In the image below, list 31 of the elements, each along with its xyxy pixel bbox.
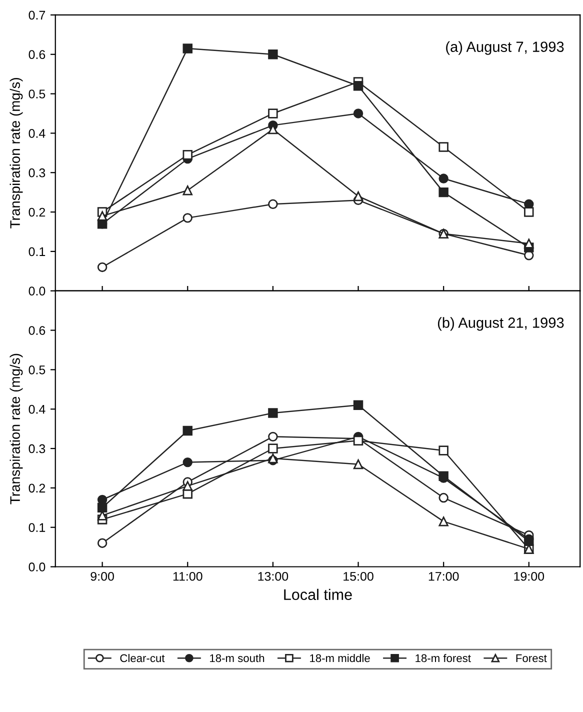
y-tick-label: 0.4	[28, 128, 46, 138]
y-tick-label: 0.1	[28, 523, 46, 532]
legend-label: 18-m forest	[416, 654, 471, 662]
legend-label: Clear-cut	[120, 654, 165, 662]
y-axis-title: Transpiration rate (mg/s)	[10, 78, 23, 228]
x-axis-title: Local time	[284, 588, 352, 600]
y-tick-label: 0.2	[28, 208, 46, 217]
x-tick-label: 9:00	[90, 572, 114, 581]
legend-label: 18-m middle	[310, 654, 370, 662]
y-tick-label: 0.0	[28, 562, 46, 572]
legend-label: Forest	[516, 654, 547, 662]
legend-label: 18-m south	[210, 654, 264, 662]
annotation: (a) August 7, 1993	[446, 41, 564, 55]
y-tick-label: 0.0	[28, 286, 46, 296]
y-axis-title: Transpiration rate (mg/s)	[10, 354, 23, 504]
y-tick-label: 0.5	[28, 365, 46, 374]
x-tick-label: 13:00	[258, 572, 288, 581]
y-tick-label: 0.3	[28, 444, 46, 454]
annotation: (b) August 21, 1993	[438, 317, 564, 331]
y-tick-label: 0.4	[28, 404, 46, 414]
y-tick-label: 0.7	[28, 10, 46, 20]
y-tick-label: 0.5	[28, 90, 46, 98]
x-tick-label: 17:00	[428, 572, 459, 581]
y-tick-label: 0.6	[28, 50, 46, 60]
y-tick-label: 0.2	[28, 484, 46, 493]
x-tick-label: 19:00	[514, 572, 544, 581]
x-tick-label: 15:00	[344, 572, 374, 581]
y-tick-label: 0.1	[28, 247, 46, 256]
x-tick-label: 11:00	[173, 572, 202, 581]
y-tick-label: 0.6	[28, 326, 46, 335]
y-tick-label: 0.3	[28, 168, 46, 178]
